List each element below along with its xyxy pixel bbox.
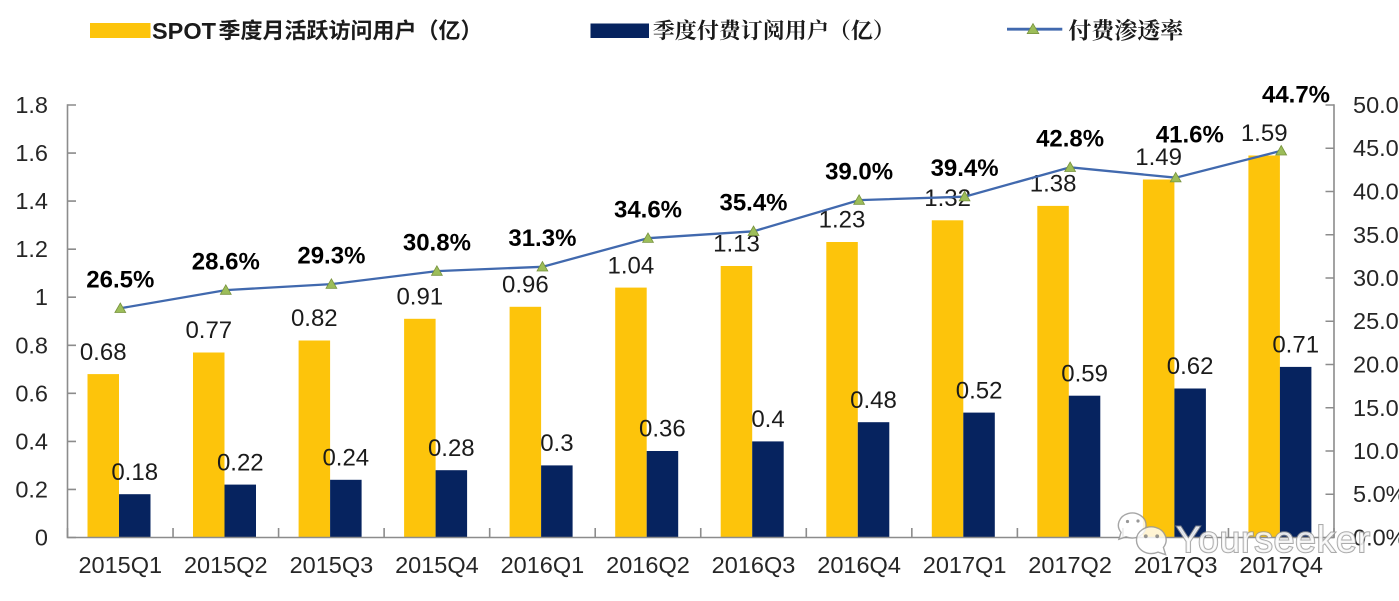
svg-text:30.0%: 30.0%	[1353, 265, 1399, 291]
svg-text:40.0%: 40.0%	[1353, 179, 1399, 205]
svg-text:0.8: 0.8	[15, 332, 48, 358]
svg-text:0.18: 0.18	[111, 459, 158, 486]
svg-text:2016Q1: 2016Q1	[501, 552, 585, 578]
svg-text:2015Q3: 2015Q3	[290, 552, 374, 578]
svg-text:1.8: 1.8	[15, 92, 48, 118]
svg-text:15.0%: 15.0%	[1353, 395, 1399, 421]
svg-text:45.0%: 45.0%	[1353, 135, 1399, 161]
svg-text:42.8%: 42.8%	[1036, 126, 1104, 153]
svg-text:26.5%: 26.5%	[86, 267, 154, 294]
svg-text:0.22: 0.22	[217, 449, 264, 476]
svg-text:39.0%: 39.0%	[825, 158, 893, 185]
svg-text:44.7%: 44.7%	[1262, 81, 1330, 108]
svg-text:1.6: 1.6	[15, 140, 48, 166]
svg-text:2015Q1: 2015Q1	[78, 552, 162, 578]
svg-text:Yourseeker: Yourseeker	[1176, 519, 1371, 560]
svg-text:SPOT: SPOT	[152, 18, 217, 44]
svg-text:2016Q4: 2016Q4	[817, 552, 901, 578]
svg-text:0.4: 0.4	[15, 428, 48, 454]
svg-text:39.4%: 39.4%	[931, 155, 999, 182]
svg-text:0.24: 0.24	[322, 445, 369, 472]
svg-text:10.0%: 10.0%	[1353, 438, 1399, 464]
svg-text:1.38: 1.38	[1030, 171, 1077, 198]
svg-text:20.0%: 20.0%	[1353, 352, 1399, 378]
svg-text:34.6%: 34.6%	[614, 196, 682, 223]
svg-text:0.52: 0.52	[956, 377, 1003, 404]
svg-text:31.3%: 31.3%	[508, 225, 576, 252]
svg-text:0.96: 0.96	[502, 272, 549, 299]
svg-text:35.4%: 35.4%	[719, 190, 787, 217]
svg-text:2017Q4: 2017Q4	[1239, 552, 1323, 578]
svg-text:1.49: 1.49	[1135, 144, 1182, 171]
svg-text:0.71: 0.71	[1272, 332, 1319, 359]
svg-text:0.91: 0.91	[396, 284, 443, 311]
svg-text:1.59: 1.59	[1241, 120, 1288, 147]
svg-text:0.4: 0.4	[751, 406, 784, 433]
svg-text:0.68: 0.68	[80, 339, 127, 366]
svg-text:50.0%: 50.0%	[1353, 92, 1399, 118]
svg-text:25.0%: 25.0%	[1353, 308, 1399, 334]
svg-text:0.82: 0.82	[291, 305, 338, 332]
svg-text:0.48: 0.48	[850, 387, 897, 414]
svg-text:28.6%: 28.6%	[192, 248, 260, 275]
svg-text:1.4: 1.4	[15, 188, 48, 214]
svg-text:1.04: 1.04	[608, 252, 655, 279]
svg-text:2017Q1: 2017Q1	[923, 552, 1007, 578]
svg-text:1.2: 1.2	[15, 236, 48, 262]
svg-text:0.62: 0.62	[1167, 353, 1214, 380]
svg-text:2016Q3: 2016Q3	[712, 552, 796, 578]
svg-text:0.3: 0.3	[540, 430, 573, 457]
svg-text:2017Q2: 2017Q2	[1028, 552, 1112, 578]
svg-text:0.36: 0.36	[639, 416, 686, 443]
svg-text:41.6%: 41.6%	[1156, 121, 1224, 148]
svg-text:0.6: 0.6	[15, 380, 48, 406]
svg-text:1.23: 1.23	[819, 207, 866, 234]
svg-text:5.0%: 5.0%	[1353, 481, 1399, 507]
svg-text:2015Q2: 2015Q2	[184, 552, 268, 578]
svg-text:2015Q4: 2015Q4	[395, 552, 479, 578]
svg-text:0.0%: 0.0%	[1353, 525, 1399, 551]
svg-text:0.28: 0.28	[428, 435, 475, 462]
svg-text:2017Q3: 2017Q3	[1134, 552, 1218, 578]
svg-text:0: 0	[35, 525, 48, 551]
svg-text:29.3%: 29.3%	[297, 242, 365, 269]
svg-text:0.2: 0.2	[15, 476, 48, 502]
svg-text:2016Q2: 2016Q2	[606, 552, 690, 578]
svg-text:1: 1	[35, 284, 48, 310]
svg-text:0.77: 0.77	[185, 317, 232, 344]
svg-text:35.0%: 35.0%	[1353, 222, 1399, 248]
svg-text:0.59: 0.59	[1061, 360, 1108, 387]
svg-text:30.8%: 30.8%	[403, 229, 471, 256]
